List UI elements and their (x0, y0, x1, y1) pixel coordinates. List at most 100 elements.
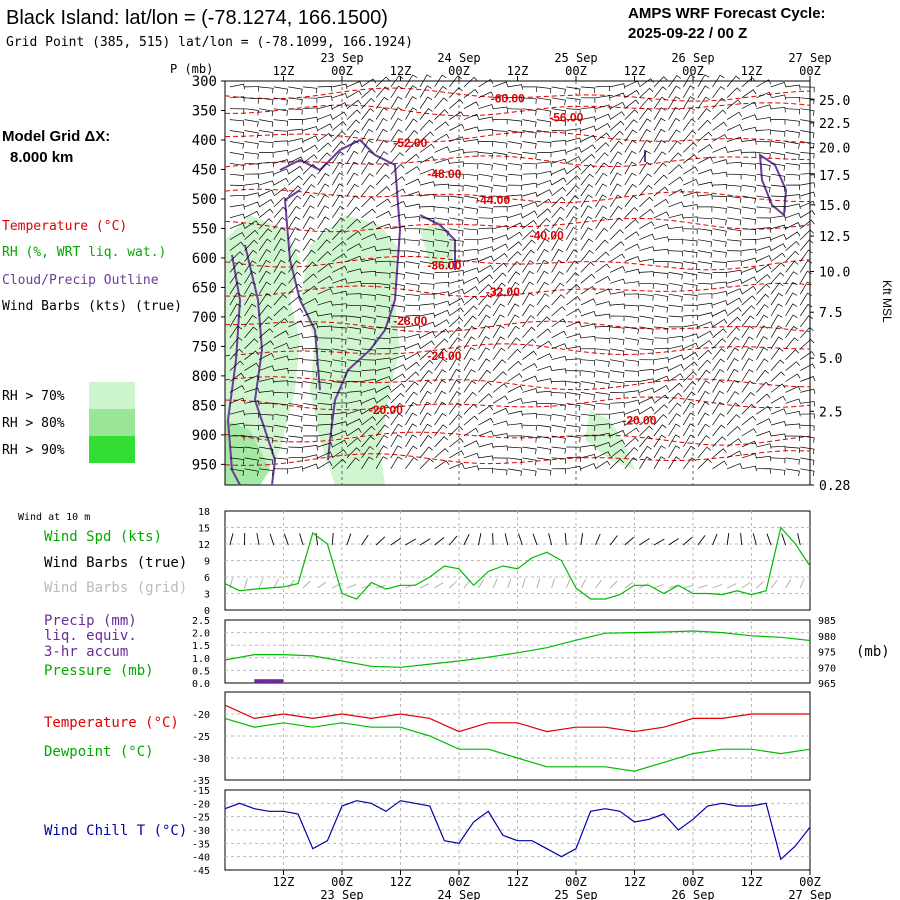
wind-barb (244, 292, 257, 306)
wind-barb (668, 392, 683, 404)
wind-barb (682, 423, 695, 437)
wind-barb (566, 333, 582, 339)
wind-barb (595, 423, 611, 429)
wind-barb (346, 457, 360, 470)
height-tick-label: 17.5 (819, 169, 850, 184)
wind-barb-grid (346, 583, 357, 589)
wind-barb (522, 400, 538, 407)
wind-barb (697, 458, 712, 470)
wind-barb (405, 261, 420, 269)
wind-barb (580, 286, 596, 295)
wind-barb (522, 446, 537, 455)
wind-barb-true (726, 533, 730, 546)
wind-barb (434, 109, 449, 120)
wind-barb (507, 435, 523, 441)
temperature-contour (224, 320, 811, 333)
wind-barb (332, 205, 345, 218)
wind-barb (259, 377, 275, 384)
wind-barb (244, 315, 257, 328)
wind-barb (229, 348, 244, 360)
wind-barb (653, 223, 670, 230)
wind-barb (712, 436, 727, 448)
wind-barb (375, 404, 391, 415)
wind-barb (609, 172, 622, 186)
wind-barb (332, 381, 347, 389)
wind-barb (712, 261, 727, 268)
wind-barb (273, 97, 288, 106)
wind-barb (756, 91, 772, 99)
temperature-contour (224, 131, 811, 144)
pressure-unit-label: (mb) (856, 644, 890, 660)
wind-barb (463, 162, 479, 169)
wind-barb (405, 272, 420, 280)
wind-barb (302, 285, 318, 295)
wind-barb-grid (317, 581, 327, 589)
wind-barb-grid (668, 584, 679, 589)
wind-barb (800, 182, 816, 188)
wind-barb (770, 81, 787, 88)
wind-barb (361, 196, 376, 208)
wind-barb (727, 260, 742, 266)
wind-barb (273, 86, 289, 95)
wind-barb (492, 325, 505, 338)
wind-barb (522, 375, 538, 382)
wind-barb (639, 387, 655, 394)
wind-barb (771, 119, 786, 125)
wind-barb (244, 435, 259, 443)
wind-barb (419, 282, 435, 290)
wind-barb (595, 381, 610, 389)
top-time-label: 00Z (565, 64, 587, 78)
wind-barb (668, 213, 684, 220)
wind-barb-grid (419, 583, 430, 589)
wind-barb (770, 457, 786, 464)
wind-barb (668, 188, 684, 197)
wind-barb (712, 300, 728, 306)
wind-barb (449, 425, 464, 437)
wind-barb (697, 181, 713, 187)
wind-barb (565, 216, 578, 229)
wind-barb (551, 380, 567, 387)
wind-barb (624, 399, 640, 405)
wind-barb (726, 368, 739, 382)
y-tick-label: 15 (198, 524, 210, 535)
wind-barb (566, 175, 581, 186)
wind-barb (273, 402, 289, 410)
wind-barb (756, 405, 772, 415)
y-tick-label: 2.5 (192, 616, 210, 627)
wind-barb (419, 156, 436, 164)
wind-barb (405, 457, 418, 470)
wind-barb (727, 228, 742, 236)
wind-barb (785, 361, 800, 371)
wind-barb (624, 207, 639, 219)
wind-barb (697, 261, 713, 269)
wind-barb (580, 134, 597, 142)
wind-barb (434, 319, 450, 328)
y-tick-label: 18 (198, 507, 210, 518)
wind-barb (302, 273, 318, 284)
wind-barb (258, 189, 275, 197)
wind-barb (785, 314, 798, 328)
wind-barb (785, 337, 799, 350)
wind-barb (668, 413, 681, 426)
wind-barb (770, 205, 786, 212)
wind-barb (609, 448, 625, 459)
wind-barb (624, 195, 638, 208)
wind-barb (390, 201, 406, 208)
pressure-tick-label: 450 (192, 162, 217, 178)
wind-barb (259, 161, 274, 168)
wind-barb (522, 152, 537, 159)
wind-barb (244, 183, 260, 189)
wind-barb (683, 272, 698, 280)
wind-barb (361, 245, 377, 252)
wind-barb (302, 194, 315, 208)
wind-barb (800, 86, 815, 93)
wind-barb (580, 116, 596, 122)
top-date-label: 23 Sep (320, 51, 363, 65)
wind-barb (332, 241, 347, 251)
wind-barb (346, 268, 363, 274)
wind-barb (726, 297, 743, 306)
wind-barb (434, 261, 449, 268)
wind-barb (580, 194, 593, 208)
